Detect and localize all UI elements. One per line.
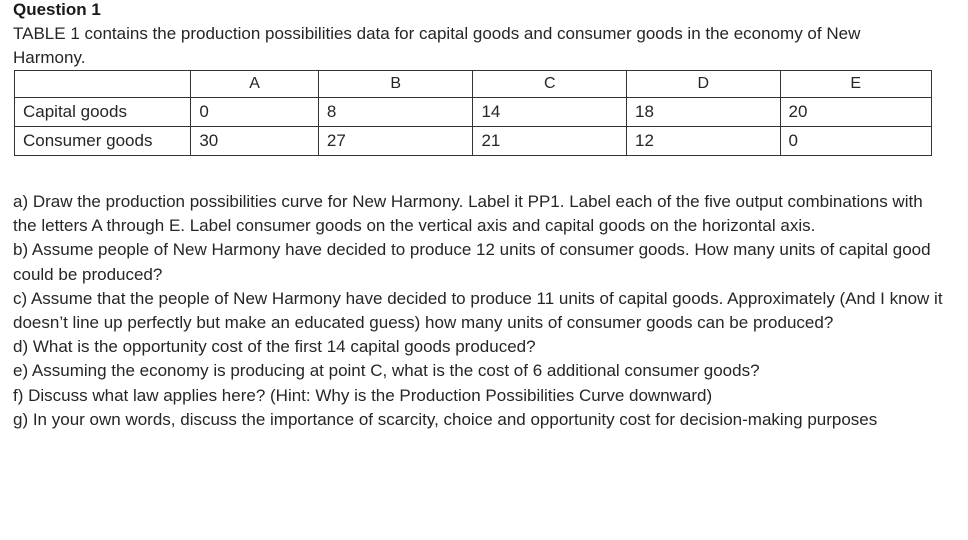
table-cell: 12 xyxy=(625,126,781,156)
question-d: d) What is the opportunity cost of the f… xyxy=(13,337,536,357)
row-label-cell: Consumer goods xyxy=(13,126,192,156)
table-cell: 14 xyxy=(472,97,627,127)
question-e: e) Assuming the economy is producing at … xyxy=(13,361,760,381)
table-header-cell: E xyxy=(779,70,932,98)
question-heading: Question 1 xyxy=(13,0,101,19)
table-cell: 0 xyxy=(779,126,932,156)
table-cell: 18 xyxy=(625,97,781,127)
production-possibilities-table: A B C D E Capital goods 0 8 14 18 20 Con… xyxy=(13,70,932,156)
row-label-cell: Capital goods xyxy=(13,97,192,127)
table-header-cell: B xyxy=(317,70,474,98)
table-cell: 0 xyxy=(190,97,319,127)
table-cell: 30 xyxy=(190,126,319,156)
table-header-row: A B C D E xyxy=(13,70,932,98)
question-b: b) Assume people of New Harmony have dec… xyxy=(13,240,931,284)
question-a: a) Draw the production possibilities cur… xyxy=(13,192,923,236)
table-header-cell: A xyxy=(190,70,319,98)
table-header-cell: D xyxy=(625,70,781,98)
table-header-cell: C xyxy=(472,70,627,98)
intro-text: TABLE 1 contains the production possibil… xyxy=(13,24,861,67)
table-row: Consumer goods 30 27 21 12 0 xyxy=(13,126,932,156)
question-c: c) Assume that the people of New Harmony… xyxy=(13,288,943,333)
question-f: f) Discuss what law applies here? (Hint:… xyxy=(13,385,713,405)
table-cell: 27 xyxy=(317,126,474,156)
question-list: a) Draw the production possibilities cur… xyxy=(13,190,943,432)
table-cell: 21 xyxy=(472,126,627,156)
table-cell: 8 xyxy=(317,97,474,127)
table-cell: 20 xyxy=(779,97,932,127)
table-row: Capital goods 0 8 14 18 20 xyxy=(13,97,932,127)
question-g: g) In your own words, discuss the import… xyxy=(13,409,878,429)
table-header-cell xyxy=(13,70,192,98)
